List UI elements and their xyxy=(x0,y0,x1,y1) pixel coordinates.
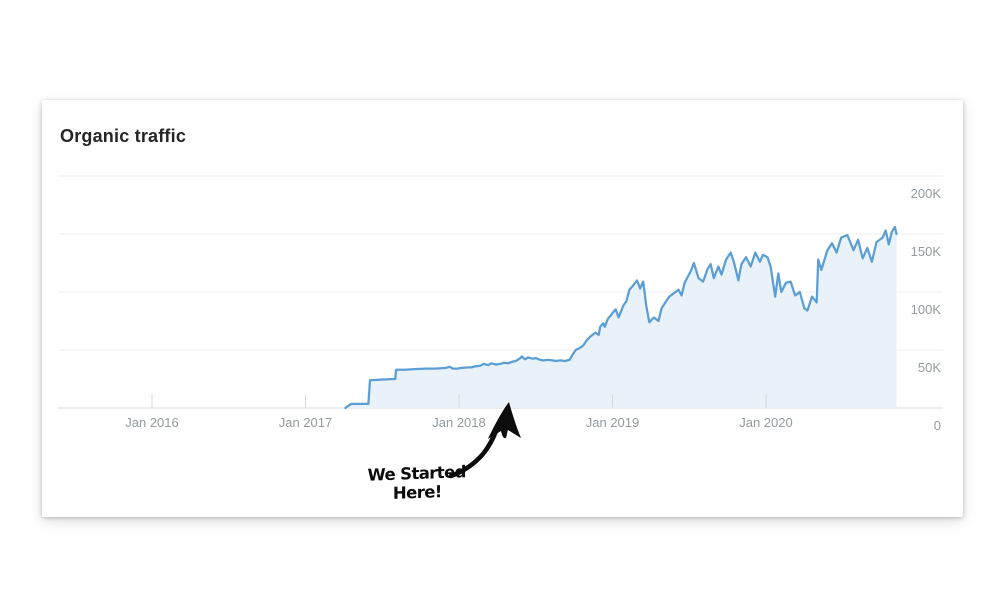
y-axis-label-50k: 50K xyxy=(917,360,941,375)
x-axis-label-2017: Jan 2017 xyxy=(278,415,333,430)
y-axis-label-0: 0 xyxy=(933,418,941,433)
annotation-we-started-here: We Started Here! xyxy=(359,462,474,504)
annotation-arrow xyxy=(448,402,521,479)
organic-traffic-chart xyxy=(58,175,943,479)
organic-traffic-card: Organic traffic 200K 150K 100K 50K 0 Jan 201… xyxy=(42,100,963,517)
axis-tick-marks xyxy=(151,394,767,408)
y-axis-label-100k: 100K xyxy=(910,302,941,317)
chart-title: Organic traffic xyxy=(60,126,187,146)
x-axis-label-2019: Jan 2019 xyxy=(585,415,640,430)
x-axis-label-2016: Jan 2016 xyxy=(125,415,179,430)
x-axis-label-2020: Jan 2020 xyxy=(739,415,793,430)
chart-area-fill xyxy=(345,227,897,408)
arrow-shaft xyxy=(448,428,499,479)
y-axis-label-200k: 200K xyxy=(910,186,941,201)
arrow-head-icon xyxy=(488,402,521,439)
x-axis-label-2018: Jan 2018 xyxy=(432,415,486,430)
annotation-line-2: Here! xyxy=(392,482,442,503)
y-axis-label-150k: 150K xyxy=(910,244,941,259)
chart-line[interactable] xyxy=(344,225,898,410)
